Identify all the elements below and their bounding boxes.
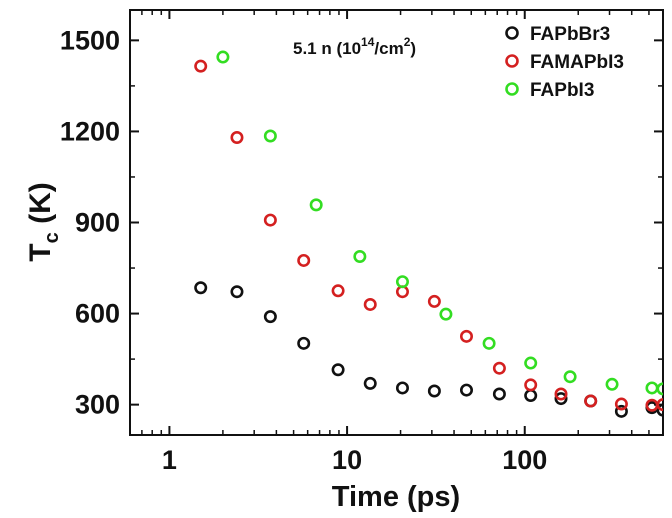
plot-frame (129, 9, 664, 436)
x-tick-label: 100 (502, 445, 547, 475)
legend-marker-fapbi3 (505, 82, 519, 96)
point-fapbi3 (645, 381, 659, 395)
point-fapbbr3 (331, 363, 345, 377)
point-fapbi3 (216, 50, 230, 64)
legend-marker-fapbbr3 (505, 26, 519, 40)
density-annotation: 5.1 n (1014/cm2) (293, 35, 416, 58)
point-famapbi3 (459, 329, 473, 343)
annotation-superscript-2: 2 (404, 35, 411, 49)
y-tick-label: 1200 (60, 116, 120, 146)
legend-label-famapbi3: FAMAPbI3 (530, 52, 624, 73)
point-fapbi3 (656, 382, 663, 396)
point-fapbi3 (263, 129, 277, 143)
point-fapbi3 (439, 307, 453, 321)
point-famapbi3 (614, 397, 628, 411)
point-fapbbr3 (459, 383, 473, 397)
point-famapbi3 (263, 213, 277, 227)
point-fapbbr3 (194, 281, 208, 295)
point-famapbi3 (331, 284, 345, 298)
point-famapbi3 (656, 398, 663, 412)
point-fapbi3 (563, 370, 577, 384)
y-tick-label: 300 (75, 390, 120, 420)
x-tick-label: 10 (332, 445, 362, 475)
annotation-prefix: 5.1 n (10 (293, 39, 361, 58)
y-axis-title-unit-gap (24, 224, 57, 232)
x-axis-title: Time (ps) (332, 481, 460, 513)
point-fapbi3 (482, 336, 496, 350)
y-axis-title-main: T (24, 243, 57, 261)
y-tick-label: 900 (75, 208, 120, 238)
point-fapbbr3 (230, 285, 244, 299)
point-fapbbr3 (492, 387, 506, 401)
y-axis-title-subscript: c (41, 232, 63, 243)
point-fapbi3 (309, 198, 323, 212)
point-famapbi3 (492, 361, 506, 375)
y-tick-label: 600 (75, 299, 120, 329)
annotation-suffix: ) (410, 39, 416, 58)
point-famapbi3 (584, 394, 598, 408)
data-points (194, 50, 663, 418)
point-famapbi3 (524, 378, 538, 392)
legend-marker-famapbi3 (505, 54, 519, 68)
point-fapbbr3 (554, 392, 568, 406)
point-famapbi3 (427, 294, 441, 308)
point-fapbbr3 (263, 310, 277, 324)
point-fapbbr3 (614, 404, 628, 418)
y-axis-title-unit: (K) (24, 182, 57, 224)
point-famapbi3 (230, 131, 244, 145)
point-famapbi3 (194, 59, 208, 73)
point-famapbi3 (363, 297, 377, 311)
y-tick-label: 1500 (60, 25, 120, 55)
y-axis-title: Tc (K) (24, 182, 63, 261)
point-fapbi3 (524, 356, 538, 370)
point-fapbbr3 (363, 376, 377, 390)
legend-label-fapbbr3: FAPbBr3 (530, 24, 610, 45)
tick-labels: 1 10 100 300 600 900 1200 1500 (60, 25, 547, 475)
axis-ticks (129, 10, 663, 435)
legend-label-fapbi3: FAPbI3 (530, 80, 594, 101)
point-fapbi3 (353, 250, 367, 264)
point-fapbbr3 (297, 336, 311, 350)
point-fapbi3 (395, 275, 409, 289)
x-tick-label: 1 (162, 445, 177, 475)
point-famapbi3 (297, 253, 311, 267)
legend: FAPbBr3 FAMAPbI3 FAPbI3 (505, 24, 624, 101)
point-fapbbr3 (395, 381, 409, 395)
point-fapbi3 (605, 377, 619, 391)
point-fapbbr3 (427, 384, 441, 398)
point-fapbbr3 (656, 403, 663, 417)
annotation-superscript-1: 14 (361, 35, 375, 49)
annotation-middle: /cm (374, 39, 403, 58)
point-famapbi3 (554, 387, 568, 401)
point-fapbbr3 (524, 389, 538, 403)
